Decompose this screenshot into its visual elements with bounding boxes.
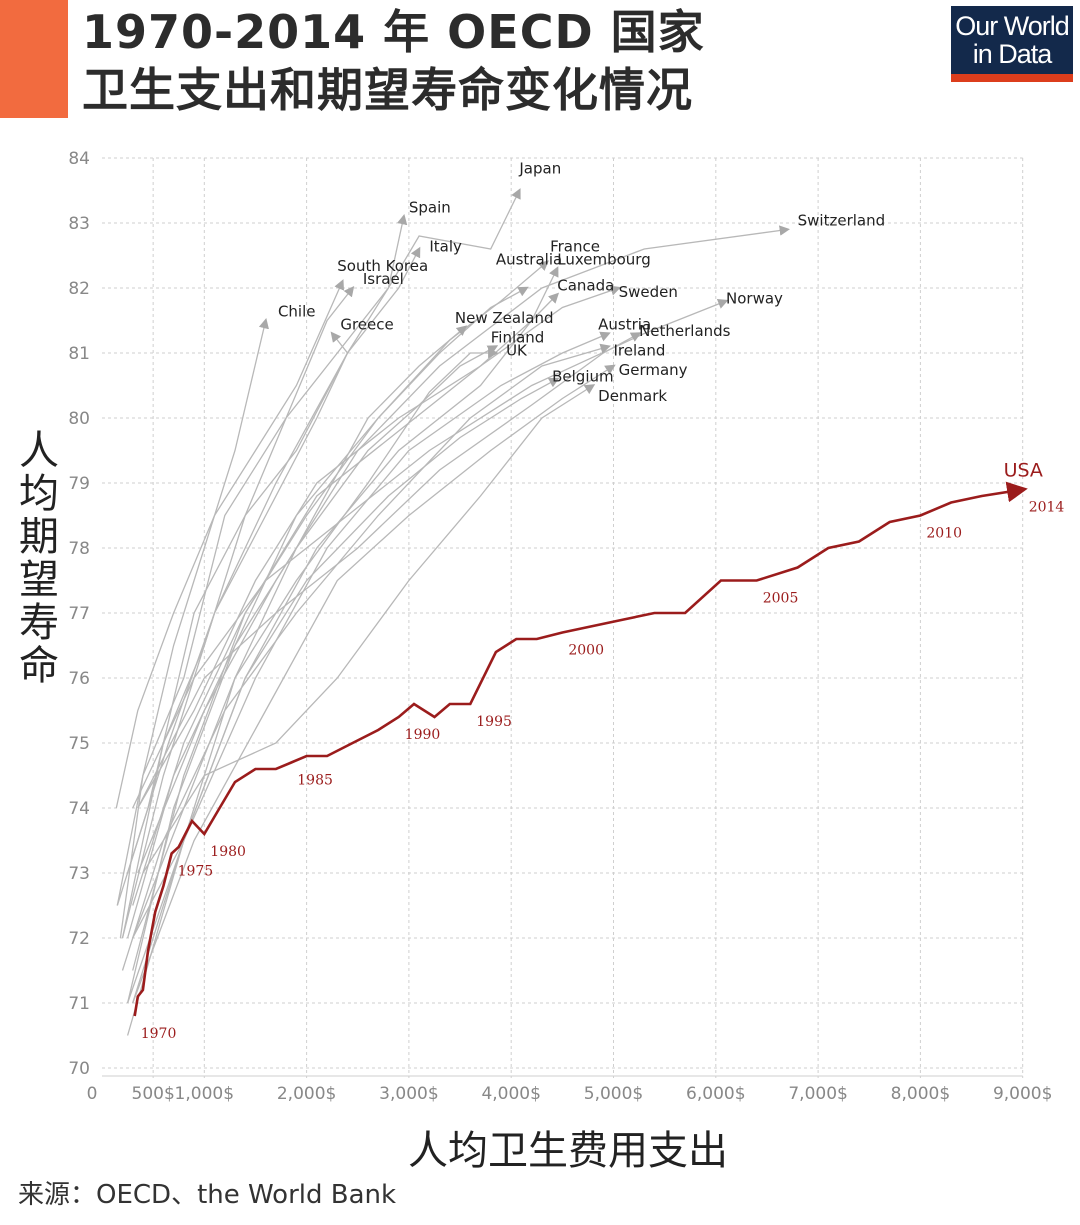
usa-year-label: 2005 — [763, 591, 799, 607]
country-label-sweden: Sweden — [619, 283, 678, 301]
y-tick-label: 73 — [68, 864, 90, 884]
y-tick-label: 80 — [68, 409, 90, 429]
y-tick-label: 70 — [68, 1059, 90, 1079]
page-title-line2: 卫生支出和期望寿命变化情况 — [82, 63, 693, 117]
series-line-denmark — [142, 384, 596, 874]
country-label-denmark: Denmark — [598, 387, 667, 405]
country-label-norway: Norway — [726, 290, 783, 308]
usa-year-label: 1995 — [476, 714, 512, 730]
usa-year-label: 1970 — [141, 1026, 177, 1042]
country-label-spain: Spain — [409, 199, 451, 217]
series-line-spain — [116, 213, 408, 906]
x-tick-label: 7,000$ — [788, 1084, 847, 1104]
country-label-austria: Austria — [598, 316, 651, 334]
series-line-norway — [132, 299, 729, 809]
series-line-italy — [121, 246, 421, 939]
x-tick-label: 3,000$ — [379, 1084, 438, 1104]
country-label-japan: Japan — [518, 160, 561, 178]
country-label-uk: UK — [506, 342, 528, 360]
country-label-ireland: Ireland — [614, 342, 666, 360]
series-line-luxembourg — [132, 266, 559, 1004]
x-tick-label: 2,000$ — [277, 1084, 336, 1104]
title-accent-bar — [0, 0, 68, 118]
y-tick-label: 75 — [68, 734, 90, 754]
x-tick-label: 6,000$ — [686, 1084, 745, 1104]
country-label-finland: Finland — [491, 329, 545, 347]
country-label-germany: Germany — [619, 361, 688, 379]
y-tick-label: 78 — [68, 539, 90, 559]
usa-year-label: 2010 — [926, 526, 962, 542]
country-label-switzerland: Switzerland — [798, 212, 886, 230]
usa-year-label: 2014 — [1029, 500, 1065, 516]
series-line-ireland — [121, 343, 611, 971]
country-label-france: France — [550, 238, 600, 256]
page-title-line1: 1970-2014 年 OECD 国家 — [82, 5, 705, 59]
series-line-belgium — [126, 377, 560, 1004]
usa-year-label: 1975 — [178, 864, 214, 880]
x-axis-title: 人均卫生费用支出 — [408, 1128, 728, 1174]
y-tick-label: 71 — [68, 994, 90, 1014]
series-line-finland — [126, 345, 499, 1004]
y-tick-label: 84 — [68, 149, 90, 169]
x-tick-label: 4,000$ — [481, 1084, 540, 1104]
series-line-germany — [132, 364, 616, 1004]
logo-text-line2: in Data — [972, 39, 1053, 69]
country-label-belgium: Belgium — [552, 368, 614, 386]
country-label-new-zealand: New Zealand — [455, 309, 554, 327]
usa-year-label: 2000 — [568, 643, 604, 659]
y-tick-label: 83 — [68, 214, 90, 234]
series-line-chile — [116, 317, 269, 906]
y-tick-label: 82 — [68, 279, 90, 299]
series-line-usa — [133, 481, 1028, 1017]
x-tick-label: 5,000$ — [584, 1084, 643, 1104]
logo-text-line1: Our World — [955, 11, 1070, 41]
y-axis-title: 人均期望寿命 — [19, 428, 59, 689]
country-label-italy: Italy — [429, 238, 462, 256]
logo-stripe — [951, 74, 1073, 82]
series-line-canada — [132, 292, 560, 906]
series-line-japan — [119, 188, 521, 939]
country-label-usa: USA — [1004, 460, 1043, 482]
y-tick-label: 81 — [68, 344, 90, 364]
x-tick-label: 9,000$ — [993, 1084, 1052, 1104]
country-label-netherlands: Netherlands — [639, 322, 731, 340]
country-label-greece: Greece — [340, 316, 393, 334]
series-line-netherlands — [137, 332, 642, 809]
country-label-canada: Canada — [557, 277, 614, 295]
y-tick-label: 79 — [68, 474, 90, 494]
x-tick-label: 0 — [87, 1084, 98, 1104]
usa-year-label: 1980 — [210, 844, 246, 860]
y-tick-label: 74 — [68, 799, 90, 819]
x-tick-label: 1,000$ — [175, 1084, 234, 1104]
chart-plot-area: 70 71 72 73 74 75 76 77 78 79 80 81 82 83 84 0 500$ 1,000… — [68, 149, 1065, 1104]
y-tick-label: 72 — [68, 929, 90, 949]
y-tick-label: 77 — [68, 604, 90, 624]
series-line-greece — [126, 331, 349, 874]
country-label-israel: Israel — [363, 270, 404, 288]
series-line-austria — [126, 331, 611, 1036]
x-tick-label: 500$ — [132, 1084, 175, 1104]
usa-year-label: 1985 — [297, 773, 333, 789]
country-label-south-korea: South Korea — [337, 257, 428, 275]
country-label-chile: Chile — [278, 303, 316, 321]
source-note: 来源：OECD、the World Bank — [18, 1180, 397, 1210]
series-line-switzerland — [137, 225, 790, 874]
x-tick-label: 8,000$ — [891, 1084, 950, 1104]
country-label-australia: Australia — [496, 251, 562, 269]
country-label-luxembourg: Luxembourg — [557, 251, 651, 269]
y-tick-label: 76 — [68, 669, 90, 689]
series-line-uk — [132, 347, 499, 939]
owid-logo[interactable]: Our World in Data — [951, 6, 1073, 82]
usa-year-label: 1990 — [405, 727, 441, 743]
